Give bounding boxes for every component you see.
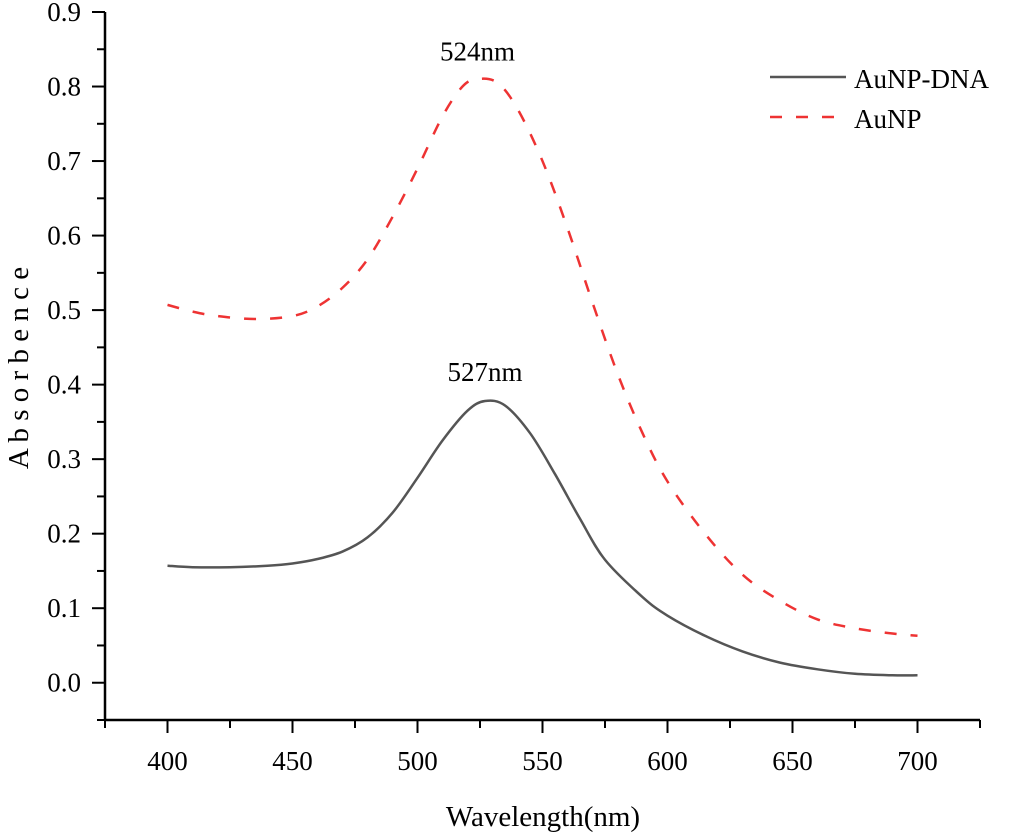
peak-annotation: 527nm <box>447 357 522 387</box>
annotations: 524nm 527nm <box>440 36 523 386</box>
y-tick-label: 0.1 <box>47 593 81 623</box>
x-axis-label: Wavelength(nm) <box>446 801 640 833</box>
x-tick-label: 600 <box>647 746 688 776</box>
y-tick-label: 0.3 <box>47 444 81 474</box>
axes: 400 450 500 550 600 650 700 0.0 0.1 0.2 0.3 0.4 0.5 0… <box>47 0 981 776</box>
y-tick-label: 0.5 <box>47 295 81 325</box>
y-tick-label: 0.8 <box>47 72 81 102</box>
legend-label-aunp: AuNP <box>854 104 922 134</box>
legend-label-aunp-dna: AuNP-DNA <box>854 64 990 94</box>
series-lines <box>167 77 918 677</box>
y-tick-label: 0.4 <box>47 370 81 400</box>
y-tick-label: 0.7 <box>47 146 81 176</box>
x-tick-label: 500 <box>397 746 438 776</box>
y-axis-label: A b s o r b e n c e <box>3 267 35 469</box>
x-tick-label: 450 <box>272 746 313 776</box>
y-tick-label: 0.2 <box>47 519 81 549</box>
x-tick-label: 650 <box>772 746 813 776</box>
series-line-aunp-dna <box>167 399 918 677</box>
y-tick-label: 0.0 <box>47 668 81 698</box>
x-tick-label: 700 <box>897 746 938 776</box>
y-tick-label: 0.6 <box>47 221 81 251</box>
legend: AuNP-DNA AuNP <box>770 64 990 134</box>
y-tick-label: 0.9 <box>47 0 81 27</box>
series-line-aunp <box>167 77 918 638</box>
x-tick-label: 400 <box>147 746 188 776</box>
x-tick-label: 550 <box>522 746 563 776</box>
peak-annotation: 524nm <box>440 36 515 66</box>
